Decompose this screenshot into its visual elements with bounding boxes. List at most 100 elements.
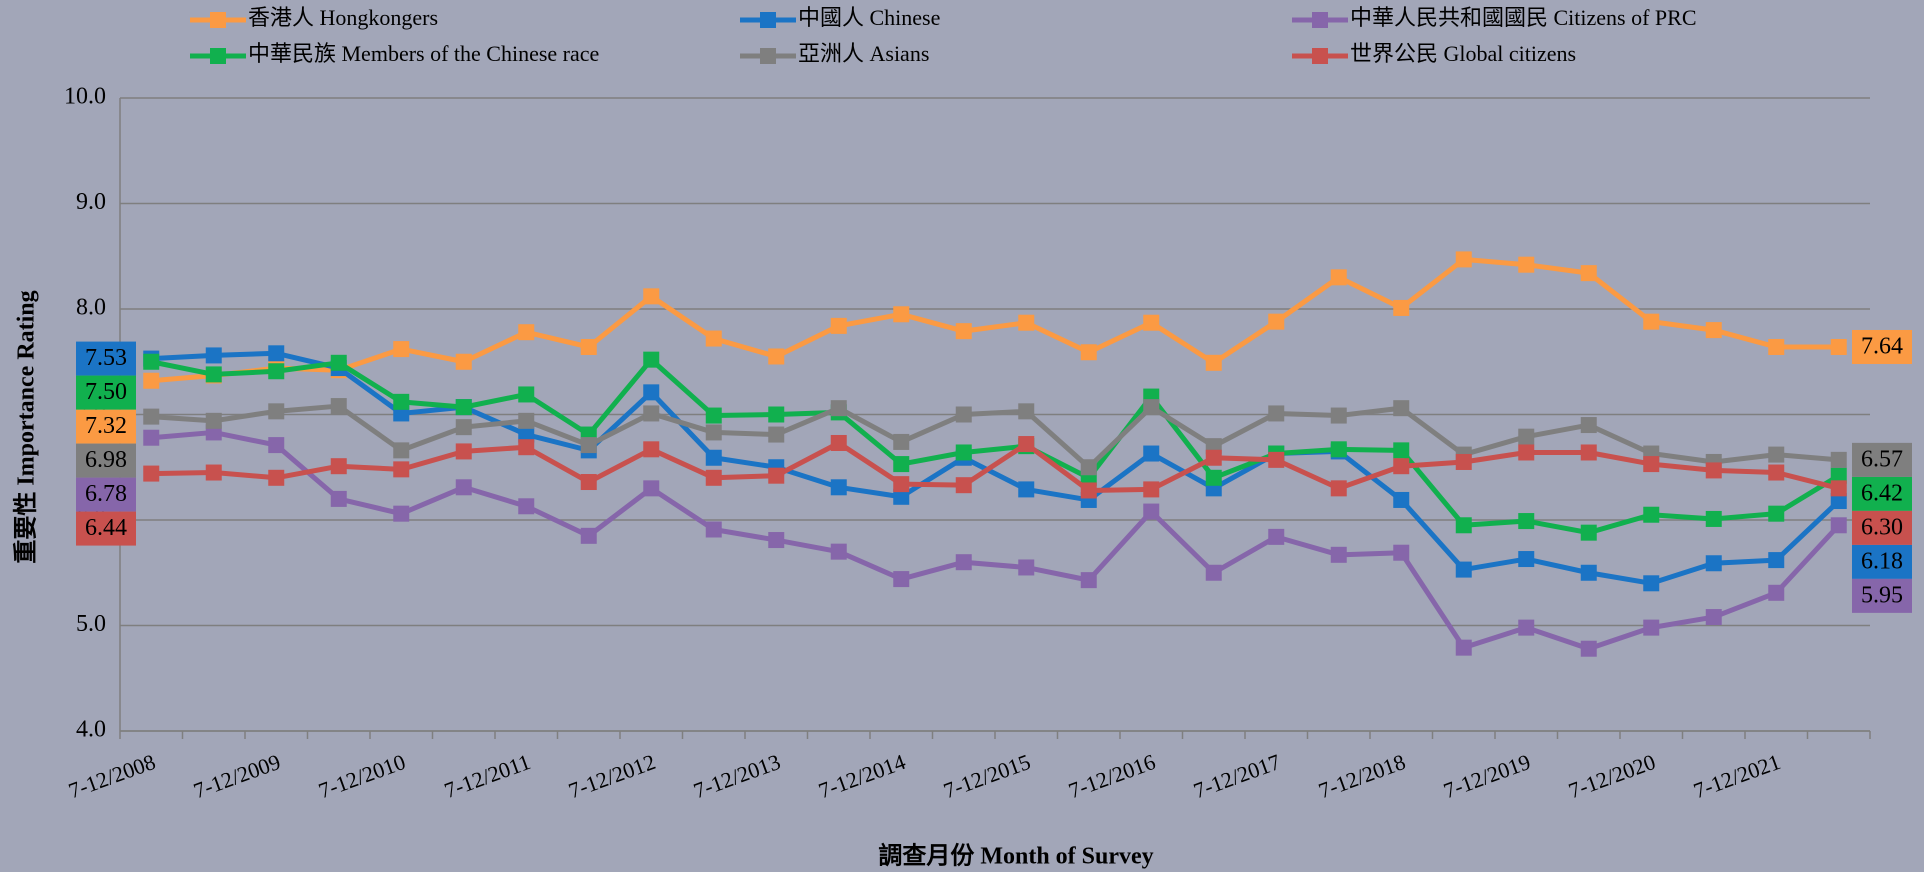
point [518, 439, 535, 456]
point [580, 474, 597, 491]
data-label: 6.98 [76, 443, 136, 478]
point [1768, 446, 1785, 463]
data-label-box [76, 375, 136, 410]
legend-label: 中華人民共和國國民 Citizens of PRC [1350, 5, 1697, 30]
point [1393, 442, 1410, 459]
point [1580, 444, 1597, 461]
point [1830, 467, 1847, 484]
data-label-text: 5.95 [1861, 582, 1903, 608]
point [1768, 464, 1785, 481]
point [1643, 313, 1660, 330]
point [1143, 503, 1160, 520]
data-label-box [76, 341, 136, 376]
legend-label: 世界公民 Global citizens [1350, 41, 1576, 66]
legend-label: 中國人 Chinese [798, 5, 940, 30]
point [1705, 322, 1722, 339]
point [830, 543, 847, 560]
point [518, 324, 535, 341]
y-tick-label: 9.0 [76, 189, 106, 215]
point [643, 441, 660, 458]
point [1143, 314, 1160, 331]
data-label-box [1852, 510, 1912, 545]
data-label-text: 6.57 [1861, 446, 1903, 472]
data-label: 7.50 [76, 375, 136, 410]
legend-marker [1312, 48, 1328, 64]
point [1768, 552, 1785, 569]
data-label-box [1852, 544, 1912, 579]
point [518, 386, 535, 403]
data-label-text: 7.32 [85, 413, 127, 439]
data-label-box [76, 511, 136, 546]
point [1580, 524, 1597, 541]
data-label-text: 6.44 [85, 515, 127, 541]
point [1455, 453, 1472, 470]
point [893, 306, 910, 323]
point [330, 458, 347, 475]
point [955, 444, 972, 461]
series-line [150, 357, 1841, 536]
point [143, 429, 160, 446]
point [1268, 528, 1285, 545]
point [268, 403, 285, 420]
point [1143, 399, 1160, 416]
point [1580, 265, 1597, 282]
point [580, 437, 597, 454]
point [705, 424, 722, 441]
point [1518, 619, 1535, 636]
point [455, 419, 472, 436]
legend-label: 中華民族 Members of the Chinese race [248, 41, 599, 66]
legend-label: 亞洲人 Asians [798, 41, 929, 66]
point [1830, 493, 1847, 510]
point [1705, 462, 1722, 479]
data-label-box [76, 477, 136, 512]
data-label-box [1852, 329, 1912, 364]
point [1080, 572, 1097, 589]
point [1705, 555, 1722, 572]
point [1080, 482, 1097, 499]
point [1393, 400, 1410, 417]
point [1143, 481, 1160, 498]
legend-marker [210, 12, 226, 28]
point [455, 399, 472, 416]
point [268, 345, 285, 362]
point [1518, 256, 1535, 273]
data-label-text: 7.53 [85, 345, 127, 371]
point [330, 490, 347, 507]
x-axis-title: 調查月份 Month of Survey [878, 842, 1153, 870]
legend-marker [760, 12, 776, 28]
data-label: 7.64 [1852, 329, 1912, 364]
point [1330, 269, 1347, 286]
point [393, 505, 410, 522]
point [1330, 480, 1347, 497]
data-label-box [1852, 476, 1912, 511]
point [1205, 564, 1222, 581]
point [1018, 403, 1035, 420]
point [1205, 449, 1222, 466]
point [1018, 436, 1035, 453]
point [1205, 354, 1222, 371]
point [205, 412, 222, 429]
data-label-box [1852, 578, 1912, 613]
point [1268, 313, 1285, 330]
point [1143, 445, 1160, 462]
point [1455, 517, 1472, 534]
point [393, 393, 410, 410]
series-line [151, 440, 1840, 493]
point [643, 288, 660, 305]
point [1018, 314, 1035, 331]
point [705, 449, 722, 466]
point [1830, 517, 1847, 534]
point [205, 347, 222, 364]
point [643, 480, 660, 497]
point [705, 469, 722, 486]
point [1768, 584, 1785, 601]
point [830, 317, 847, 334]
point [705, 521, 722, 538]
point [330, 398, 347, 415]
data-label-text: 6.30 [1861, 514, 1903, 540]
point [1643, 575, 1660, 592]
point [830, 434, 847, 451]
point [1580, 640, 1597, 657]
